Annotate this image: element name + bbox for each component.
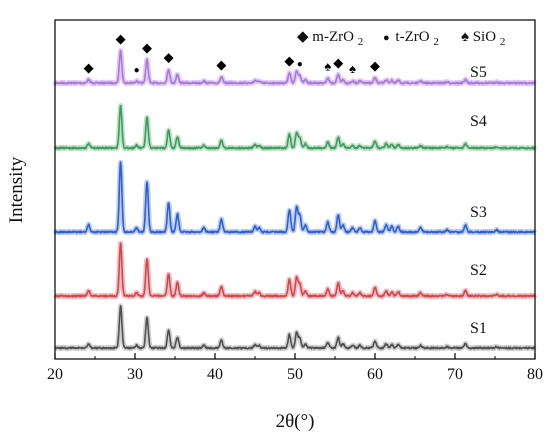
svg-text:♠ SiO 2: ♠ SiO 2 — [461, 29, 505, 48]
peak-marker: ● — [134, 65, 140, 76]
legend-subscript: 2 — [500, 36, 506, 48]
legend-label: t-ZrO — [395, 29, 429, 45]
x-axis: 20 30 40 50 60 70 80 — [47, 353, 543, 383]
series-label: S3 — [470, 204, 487, 221]
x-tick-label: 60 — [367, 366, 383, 383]
x-tick-label: 70 — [447, 366, 463, 383]
series-s4: S4 — [52, 103, 538, 152]
peak-marker: ◆ — [116, 31, 126, 46]
x-tick-label: 20 — [47, 366, 63, 383]
peak-marker: ◆ — [333, 55, 343, 70]
peak-marker: ♠ — [349, 61, 356, 76]
peak-marker: ◆ — [284, 53, 294, 68]
legend-marker: ● — [383, 32, 390, 44]
legend-entry-t-zro2: ● t-ZrO 2 — [383, 29, 439, 48]
svg-text:● t-ZrO 2: ● t-ZrO 2 — [383, 29, 439, 48]
series-s2: S2 — [52, 240, 538, 300]
series-s5: S5 — [52, 48, 538, 87]
series-label: S2 — [470, 262, 487, 279]
peak-marker: ◆ — [84, 60, 94, 75]
x-tick-label: 30 — [127, 366, 143, 383]
svg-text:◆ m-ZrO 2: ◆ m-ZrO 2 — [297, 29, 363, 48]
peak-annotations: ◆◆●◆◆◆ ◆ ● ♠ ◆ ♠ ◆ — [84, 31, 380, 76]
series-line — [54, 305, 536, 350]
y-axis-title: Intensity — [6, 156, 27, 223]
series-line — [54, 242, 536, 298]
series-s3: S3 — [52, 159, 538, 236]
x-tick-label: 40 — [207, 366, 223, 383]
series-label: S1 — [470, 320, 487, 337]
legend: ◆ m-ZrO 2 ● t-ZrO 2 ♠ SiO 2 — [297, 29, 505, 48]
x-tick-label: 50 — [287, 366, 303, 383]
series-layer: S5 S4 S3 S2 S1 — [52, 48, 538, 352]
legend-label: SiO — [473, 29, 497, 45]
peak-marker: ♠ — [324, 59, 331, 74]
peak-marker: ◆ — [216, 57, 226, 72]
legend-subscript: 2 — [358, 36, 364, 48]
peak-marker: ◆ — [164, 50, 174, 65]
legend-entry-sio2: ♠ SiO 2 — [461, 29, 505, 48]
legend-subscript: 2 — [433, 36, 439, 48]
peak-marker: ◆ — [142, 40, 152, 55]
legend-marker: ◆ — [297, 29, 309, 45]
legend-marker: ♠ — [461, 29, 469, 45]
series-line — [54, 49, 536, 85]
series-label: S5 — [470, 64, 487, 81]
legend-label: m-ZrO — [312, 29, 354, 45]
series-label: S4 — [470, 113, 487, 130]
x-axis-title: 2θ(°) — [276, 411, 315, 432]
legend-entry-m-zro2: ◆ m-ZrO 2 — [297, 29, 363, 48]
series-line — [54, 104, 536, 150]
series-s1: S1 — [52, 303, 538, 352]
peak-marker: ● — [297, 59, 303, 70]
peak-marker: ◆ — [370, 58, 380, 73]
series-line — [54, 161, 536, 234]
x-tick-label: 80 — [527, 366, 543, 383]
